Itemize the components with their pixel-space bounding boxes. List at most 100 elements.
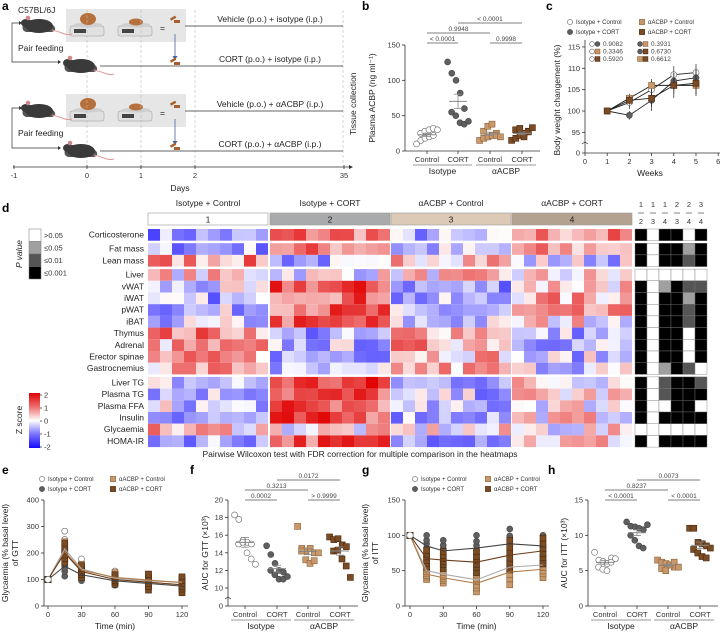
- axis-break-icon: [581, 141, 589, 145]
- significance-cell: [634, 411, 648, 424]
- significance-cell: [670, 423, 684, 436]
- heatmap-cell: [294, 280, 306, 293]
- heatmap-cell: [572, 304, 584, 316]
- heatmap-cell: [596, 412, 608, 424]
- heatmap-cell: [487, 304, 499, 316]
- data-point: [640, 526, 647, 533]
- strain-label: C57BL/6J: [18, 5, 55, 15]
- heatmap-cell: [196, 388, 208, 401]
- heatmap-cell: [366, 435, 378, 448]
- heatmap-cell: [366, 229, 378, 241]
- significance-cell: [682, 339, 696, 352]
- heatmap-cell: [378, 376, 390, 389]
- legend-marker: [639, 29, 645, 35]
- x-tick-label: 4: [672, 157, 676, 166]
- heatmap-cell: [548, 362, 560, 375]
- heatmap-cell: [282, 254, 294, 267]
- significance-cell: [658, 350, 672, 363]
- heatmap-cell: [560, 351, 572, 363]
- pvalue-legend-swatch: [28, 266, 42, 280]
- significance-cell: [670, 388, 684, 401]
- heatmap-cell: [330, 400, 342, 412]
- significance-cell: [670, 376, 684, 389]
- heatmap-cell: [354, 327, 366, 340]
- heatmap-cell: [366, 339, 378, 351]
- heatmap-cell: [330, 292, 342, 305]
- heatmap-cell: [378, 315, 390, 328]
- heatmap-cell: [415, 412, 427, 424]
- comparison-p-value: 0.9998: [496, 36, 516, 43]
- heatmap-cell: [366, 376, 378, 389]
- pvalue-legend-label: ≤0.001: [44, 269, 67, 278]
- heatmap-cell: [499, 254, 511, 267]
- comparison-p-value: > 0.9999: [311, 493, 337, 500]
- heatmap-cell: [451, 362, 463, 375]
- y-tick-label: 20: [215, 496, 223, 505]
- day-tick-label: 35: [340, 171, 348, 180]
- heatmap-cell: [378, 327, 390, 340]
- heatmap-cell: [306, 388, 318, 401]
- food-pile-icon: [80, 13, 96, 25]
- heatmap-cell: [487, 400, 499, 412]
- significance-cell: [634, 435, 648, 448]
- y-tick-label: 0: [396, 147, 400, 156]
- significance-cell: [694, 400, 708, 413]
- heatmap-cell: [378, 388, 390, 401]
- heatmap-cell: [596, 376, 608, 389]
- heatmap-cell: [148, 280, 160, 293]
- heatmap-cell: [475, 400, 487, 412]
- heatmap-cell: [306, 435, 318, 448]
- y-axis-label: of ITT: [370, 542, 380, 564]
- heatmap-cell: [232, 412, 244, 424]
- data-point: [529, 124, 536, 131]
- heatmap-cell: [536, 243, 548, 255]
- heatmap-cell: [608, 376, 620, 389]
- heatmap-cell: [232, 388, 244, 401]
- heatmap-cell: [548, 280, 560, 293]
- heatmap-cell: [318, 376, 330, 389]
- heatmap-cell: [306, 292, 318, 305]
- heatmap-cell: [270, 254, 282, 267]
- heatmap-cell: [536, 412, 548, 424]
- legend-marker: [412, 486, 418, 492]
- heatmap-cell: [451, 327, 463, 340]
- heatmap-row-label: Gastrocnemius: [87, 363, 144, 373]
- panel-label-f: f: [190, 463, 195, 477]
- significance-cell: [634, 388, 648, 401]
- heatmap-cell: [244, 229, 256, 241]
- significance-cell: [670, 435, 684, 448]
- comparison-p-value: 0.3213: [267, 483, 287, 490]
- heatmap-cell: [232, 280, 244, 293]
- pvalue-marker: [589, 56, 595, 62]
- pair-feeding-label: Pair feeding: [18, 43, 64, 53]
- heatmap-cell: [524, 292, 536, 305]
- heatmap-cell: [232, 351, 244, 363]
- comparison-group-bottom: 4: [687, 217, 691, 226]
- heatmap-cell: [572, 339, 584, 351]
- heatmap-cell: [256, 243, 268, 255]
- heatmap-cell: [548, 315, 560, 328]
- heatmap-cell: [499, 315, 511, 328]
- heatmap-cell: [366, 400, 378, 412]
- heatmap-cell: [463, 412, 475, 424]
- heatmap-cell: [184, 292, 196, 305]
- heatmap-cell: [366, 269, 378, 281]
- significance-cell: [658, 362, 672, 375]
- heatmap-cell: [536, 292, 548, 305]
- heatmap-cell: [196, 376, 208, 389]
- heatmap-cell: [536, 327, 548, 340]
- heatmap-cell: [148, 304, 160, 316]
- x-tick-label: 5: [694, 157, 698, 166]
- heatmap-cell: [487, 412, 499, 424]
- heatmap-cell: [354, 243, 366, 255]
- heatmap-cell: [160, 412, 172, 424]
- group-title: αACBP + Control: [419, 198, 484, 208]
- heatmap-cell: [282, 435, 294, 448]
- y-tick-label: 300: [26, 522, 39, 531]
- heatmap-cell: [620, 435, 632, 448]
- group-title: Isotype + CORT: [299, 198, 360, 208]
- heatmap-cell: [172, 292, 184, 305]
- pvalue-legend-swatch: [28, 253, 42, 267]
- x-axis-label: Time (min): [456, 621, 496, 631]
- heatmap-cell: [354, 423, 366, 436]
